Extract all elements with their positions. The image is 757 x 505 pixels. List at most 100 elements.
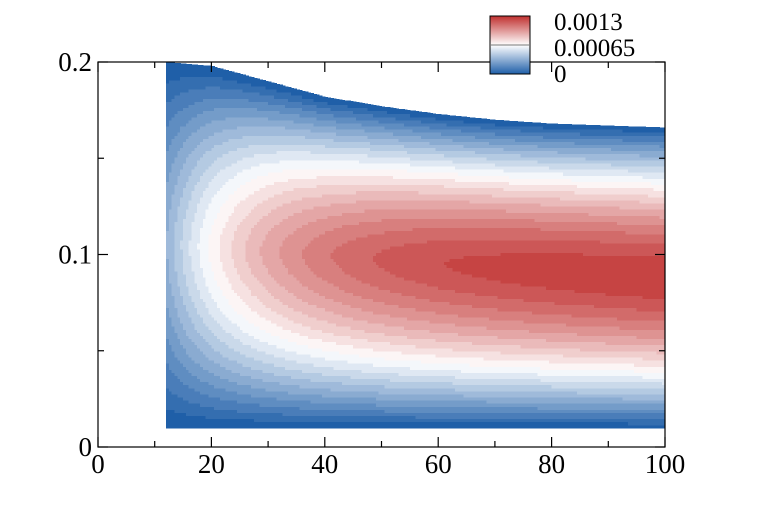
- contour-cell: [217, 236, 221, 241]
- contour-cell: [174, 107, 178, 112]
- contour-cell: [214, 215, 218, 219]
- contour-cell: [211, 353, 215, 358]
- contour-cell: [208, 252, 212, 256]
- contour-cell: [197, 356, 201, 361]
- contour-cell: [242, 310, 247, 315]
- contour-cell: [202, 301, 207, 306]
- contour-cell: [205, 212, 210, 216]
- contour-cell: [188, 304, 193, 309]
- contour-cell: [217, 227, 221, 232]
- contour-cell: [171, 193, 176, 198]
- contour-cell: [236, 307, 241, 312]
- contour-cell: [208, 421, 212, 426]
- contour-cell: [242, 421, 247, 426]
- contour-cell: [225, 335, 230, 340]
- contour-cell: [211, 295, 215, 299]
- contour-cell: [231, 372, 235, 376]
- contour-cell: [166, 190, 170, 195]
- contour-cell: [242, 289, 247, 293]
- contour-cell: [219, 196, 224, 201]
- contour-cell: [197, 233, 201, 238]
- contour-cell: [185, 282, 190, 287]
- contour-cell: [194, 190, 198, 195]
- contour-cell: [234, 409, 238, 413]
- contour-cell: [222, 175, 227, 179]
- contour-cell: [171, 67, 176, 72]
- contour-cell: [166, 199, 170, 204]
- contour-cell: [222, 400, 227, 404]
- contour-cell: [197, 372, 201, 376]
- contour-cell: [234, 215, 238, 219]
- contour-cell: [202, 230, 207, 235]
- contour-cell: [239, 403, 244, 407]
- contour-cell: [171, 82, 176, 87]
- contour-cell: [219, 101, 224, 105]
- contour-cell: [236, 258, 241, 263]
- contour-cell: [242, 144, 247, 149]
- contour-cell: [168, 101, 173, 105]
- contour-cell: [183, 101, 187, 105]
- contour-cell: [168, 264, 173, 269]
- contour-cell: [228, 95, 232, 99]
- contour-cell: [191, 85, 195, 90]
- contour-cell: [239, 326, 244, 330]
- contour-cell: [183, 418, 187, 423]
- contour-cell: [183, 236, 187, 241]
- contour-cell: [174, 353, 178, 358]
- contour-cell: [239, 230, 244, 235]
- contour-cell: [225, 227, 230, 232]
- contour-cell: [183, 218, 187, 222]
- contour-cell: [242, 267, 247, 272]
- contour-cell: [239, 412, 244, 417]
- contour-cell: [211, 289, 215, 293]
- contour-cell: [200, 384, 204, 389]
- contour-cell: [166, 393, 170, 398]
- contour-cell: [245, 378, 249, 383]
- contour-cell: [225, 353, 230, 358]
- contour-cell: [205, 310, 210, 315]
- contour-cell: [185, 221, 190, 226]
- contour-cell: [166, 107, 170, 112]
- contour-cell: [202, 193, 207, 198]
- contour-cell: [211, 215, 215, 219]
- contour-cell: [236, 119, 241, 124]
- contour-cell: [219, 110, 224, 115]
- contour-cell: [180, 73, 184, 78]
- contour-cell: [174, 104, 178, 109]
- contour-cell: [166, 319, 170, 324]
- contour-cell: [191, 150, 195, 155]
- contour-cell: [183, 267, 187, 272]
- contour-cell: [183, 307, 187, 312]
- contour-cell: [174, 181, 178, 186]
- contour-cell: [219, 169, 224, 173]
- contour-cell: [200, 347, 204, 352]
- contour-cell: [217, 295, 221, 299]
- contour-cell: [185, 393, 190, 398]
- contour-cell: [219, 153, 224, 158]
- contour-cell: [191, 218, 195, 222]
- contour-cell: [222, 359, 227, 364]
- contour-cell: [200, 249, 204, 253]
- contour-cell: [214, 239, 218, 244]
- contour-cell: [214, 372, 218, 376]
- contour-cell: [231, 175, 235, 179]
- contour-cell: [236, 209, 241, 213]
- contour-cell: [166, 175, 170, 179]
- contour-cell: [183, 341, 187, 346]
- contour-cell: [225, 122, 230, 127]
- contour-cell: [205, 125, 210, 130]
- contour-cell: [236, 224, 241, 229]
- contour-cell: [208, 79, 212, 84]
- contour-cell: [185, 132, 190, 136]
- contour-cell: [219, 255, 224, 259]
- contour-cell: [171, 104, 176, 109]
- contour-cell: [239, 227, 244, 232]
- contour-cell: [222, 289, 227, 293]
- contour-cell: [211, 233, 215, 238]
- contour-cell: [222, 412, 227, 417]
- contour-cell: [225, 350, 230, 355]
- contour-cell: [211, 304, 215, 309]
- contour-cell: [242, 282, 247, 287]
- contour-cell: [211, 369, 215, 373]
- contour-cell: [205, 387, 210, 392]
